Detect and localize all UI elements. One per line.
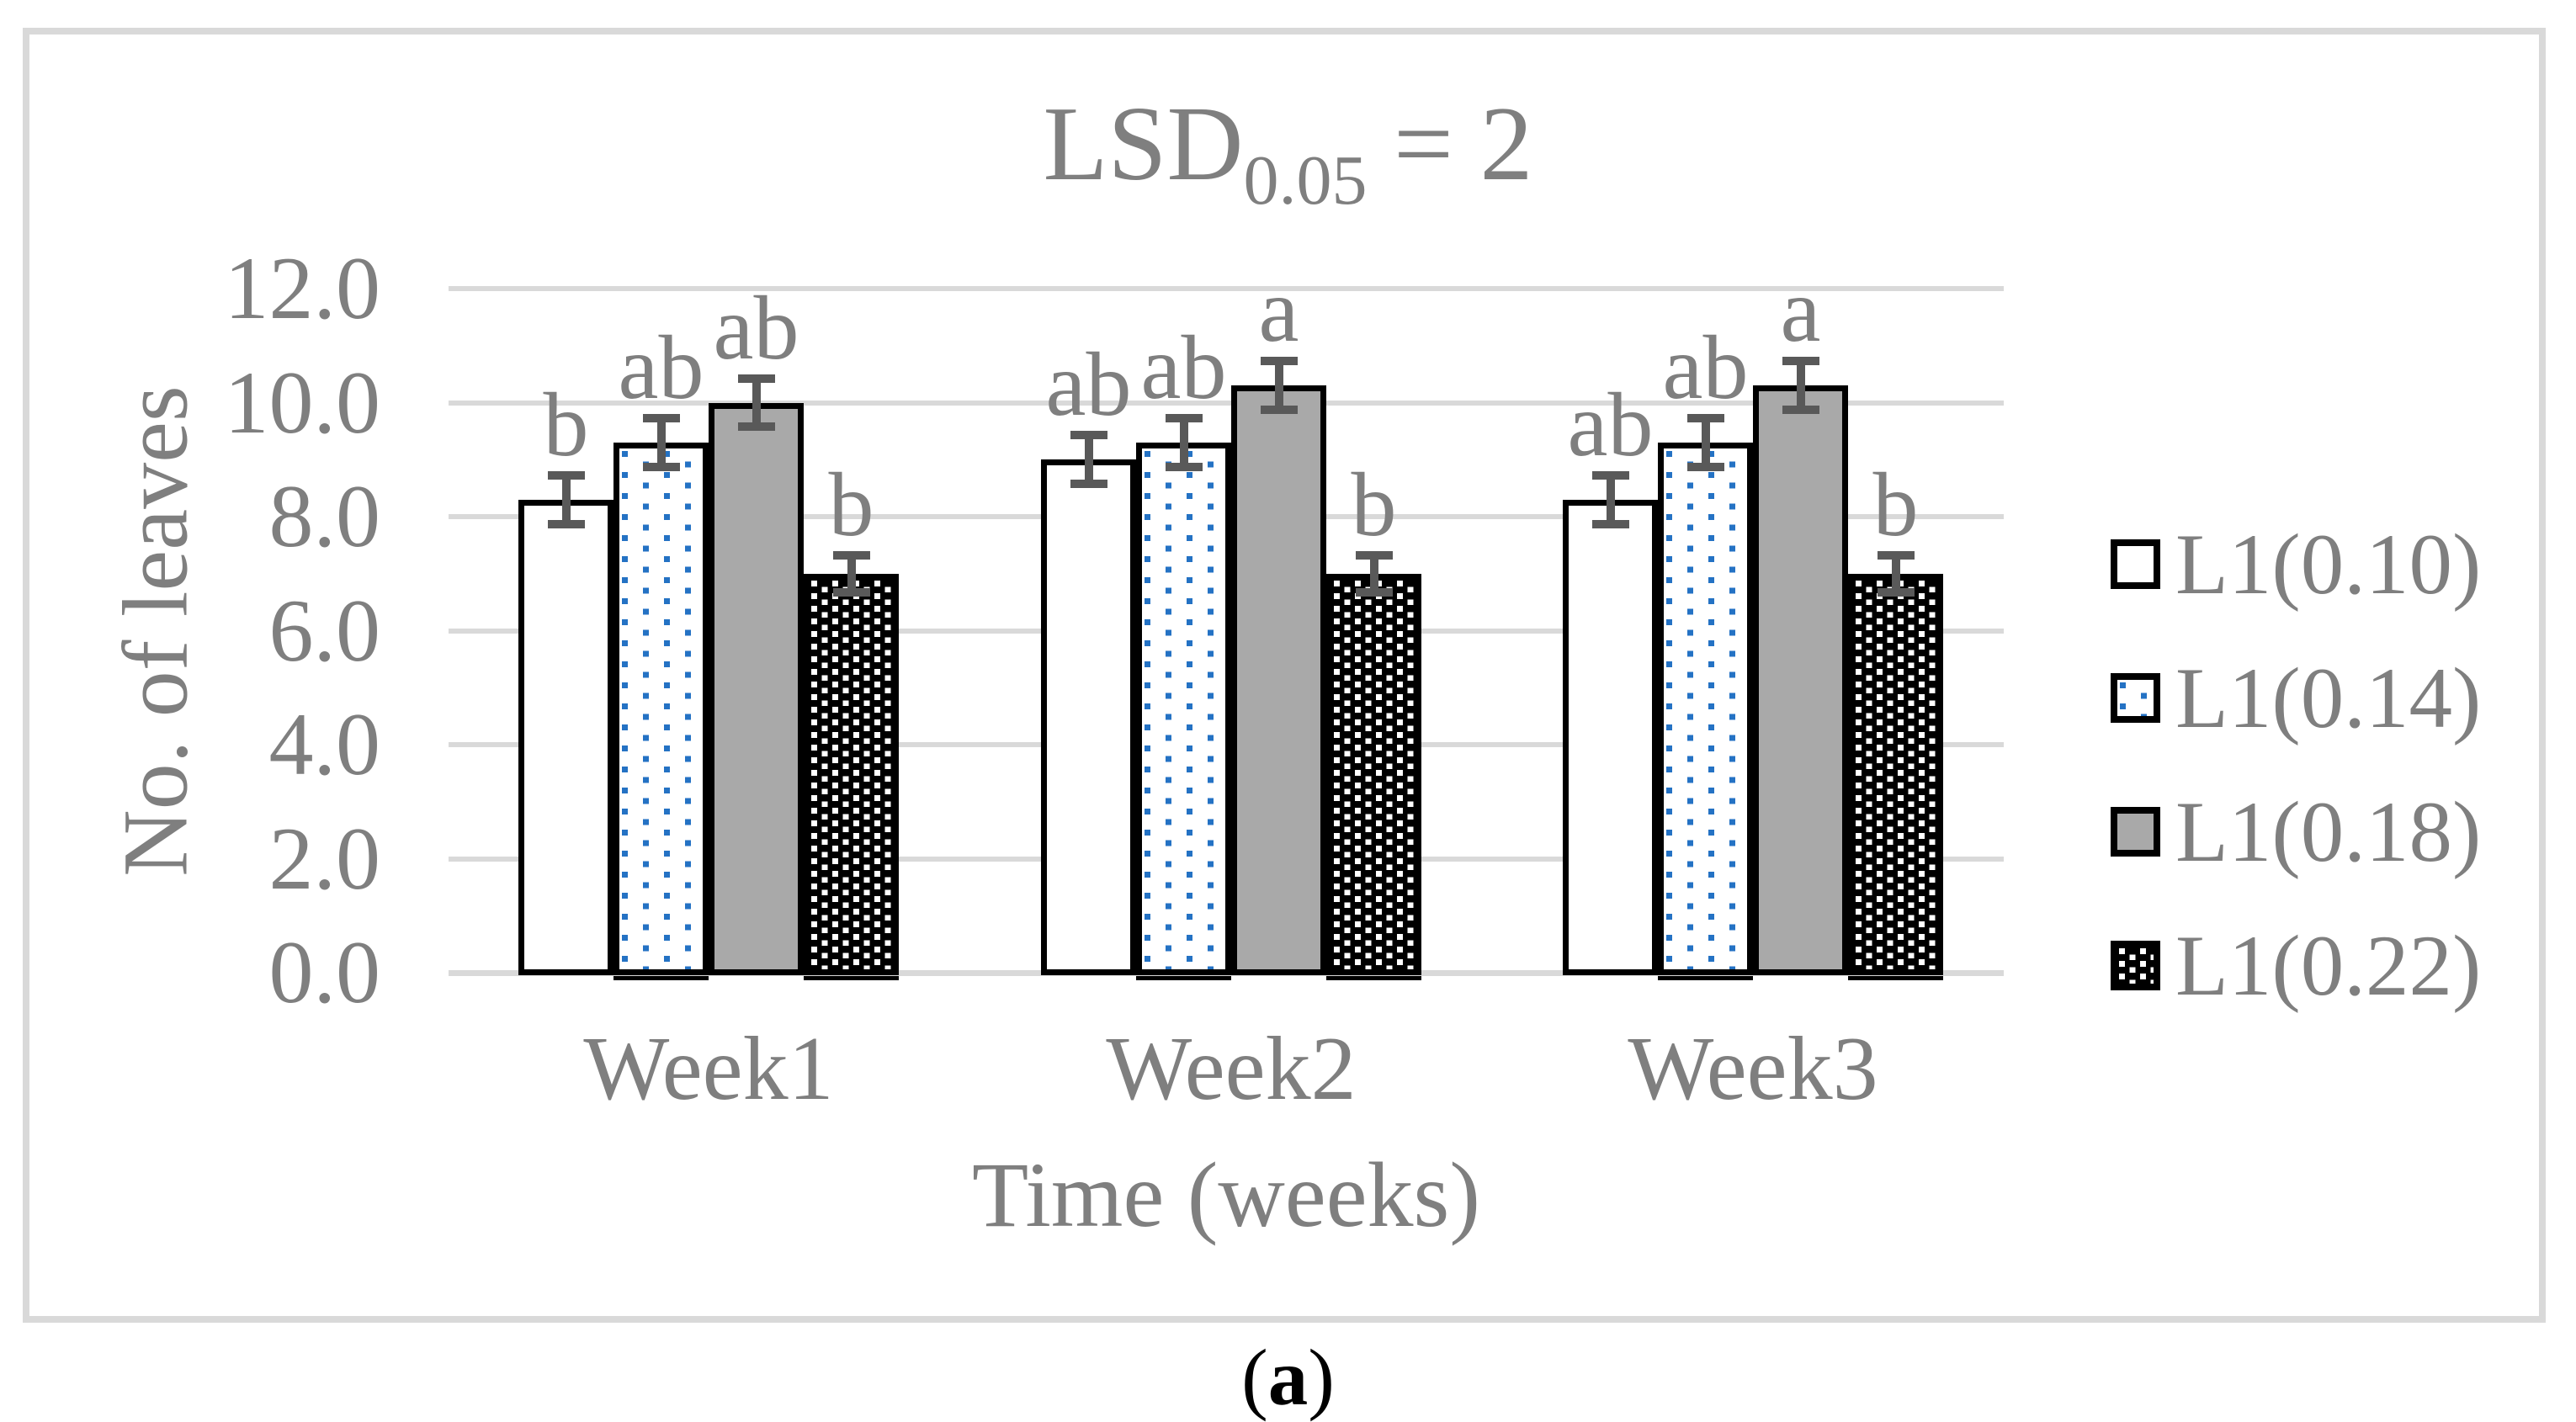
error-bar-bottom-cap bbox=[642, 463, 680, 471]
significance-letter: a bbox=[1258, 261, 1299, 361]
significance-letter: ab bbox=[1140, 318, 1227, 418]
error-bar-line bbox=[1179, 414, 1188, 471]
error-bar-line bbox=[1084, 431, 1093, 488]
error-bar-bottom-cap bbox=[832, 588, 870, 597]
y-tick-label: 10.0 bbox=[224, 353, 381, 452]
significance-letter: b bbox=[543, 375, 589, 475]
significance-letter: a bbox=[1780, 261, 1821, 361]
caption-letter: a bbox=[1267, 1333, 1309, 1422]
error-bar-line bbox=[752, 374, 761, 431]
blue-dot-pattern bbox=[2117, 680, 2154, 716]
legend: L1(0.10) L1(0.14) L1(0.18) L1(0.22) bbox=[2111, 497, 2481, 1032]
bar-bottom-outline bbox=[1136, 976, 1231, 980]
bar-l1-0-22-week3 bbox=[1848, 574, 1943, 975]
black-dot-pattern bbox=[1854, 580, 1937, 969]
blue-dot-pattern bbox=[1664, 448, 1747, 969]
legend-swatch-blue-dots-icon bbox=[2111, 673, 2160, 723]
x-axis-title: Time (weeks) bbox=[972, 1143, 1480, 1246]
error-bar-bottom-cap bbox=[1355, 588, 1393, 597]
bar-l1-0-18-week1 bbox=[709, 403, 804, 975]
black-dot-pattern bbox=[810, 580, 893, 969]
gridline bbox=[449, 401, 2004, 406]
y-tick-label: 12.0 bbox=[224, 239, 381, 337]
bar-bottom-outline bbox=[1658, 976, 1753, 980]
significance-letter: b bbox=[1872, 455, 1919, 555]
black-dot-pattern bbox=[1332, 580, 1415, 969]
error-bar-line bbox=[1274, 357, 1283, 414]
bar-l1-0-18-week3 bbox=[1753, 385, 1848, 975]
bar-l1-0-10-week2 bbox=[1041, 459, 1136, 975]
error-bar-bottom-cap bbox=[1165, 463, 1203, 471]
chart-title-subscript: 0.05 bbox=[1243, 141, 1368, 220]
legend-item-l1-0-10: L1(0.10) bbox=[2111, 497, 2481, 631]
caption-close-paren: ) bbox=[1308, 1333, 1335, 1422]
error-bar-bottom-cap bbox=[1260, 406, 1298, 414]
chart-title-main: LSD bbox=[1043, 86, 1244, 203]
legend-item-l1-0-22: L1(0.22) bbox=[2111, 899, 2481, 1032]
chart-title: LSD0.05 = 2 bbox=[0, 81, 2576, 244]
error-bar-line bbox=[1891, 551, 1900, 597]
error-bar-bottom-cap bbox=[737, 422, 775, 431]
significance-letter: ab bbox=[618, 318, 704, 418]
legend-label: L1(0.18) bbox=[2175, 783, 2482, 880]
error-bar-line bbox=[656, 414, 666, 471]
y-tick-label: 0.0 bbox=[268, 923, 381, 1021]
legend-swatch-white-icon bbox=[2111, 539, 2160, 589]
error-bar-line bbox=[1369, 551, 1378, 597]
x-category-label: Week1 bbox=[583, 1019, 834, 1119]
error-bar-line bbox=[561, 471, 571, 528]
legend-label: L1(0.14) bbox=[2175, 650, 2482, 746]
significance-letter: b bbox=[828, 455, 874, 555]
bar-bottom-outline bbox=[1848, 976, 1943, 980]
bar-bottom-outline bbox=[1326, 976, 1421, 980]
bar-l1-0-22-week2 bbox=[1326, 574, 1421, 975]
y-tick-label: 4.0 bbox=[268, 695, 381, 793]
bar-bottom-outline bbox=[613, 976, 709, 980]
error-bar-bottom-cap bbox=[1877, 588, 1915, 597]
legend-item-l1-0-18: L1(0.18) bbox=[2111, 765, 2481, 899]
x-category-label: Week2 bbox=[1106, 1019, 1357, 1119]
legend-swatch-gray-icon bbox=[2111, 807, 2160, 857]
error-bar-bottom-cap bbox=[547, 520, 585, 528]
significance-letter: b bbox=[1351, 455, 1397, 555]
error-bar-line bbox=[1701, 414, 1710, 471]
y-axis-title: No. of leaves bbox=[104, 385, 207, 877]
black-dot-pattern bbox=[2117, 947, 2154, 984]
error-bar-bottom-cap bbox=[1782, 406, 1819, 414]
significance-letter: ab bbox=[1662, 318, 1749, 418]
y-tick-label: 2.0 bbox=[268, 809, 381, 908]
y-tick-label: 8.0 bbox=[268, 467, 381, 565]
error-bar-bottom-cap bbox=[1591, 520, 1629, 528]
error-bar-line bbox=[1796, 357, 1805, 414]
bar-bottom-outline bbox=[804, 976, 899, 980]
legend-label: L1(0.22) bbox=[2175, 917, 2482, 1014]
gridline bbox=[449, 286, 2004, 291]
error-bar-bottom-cap bbox=[1070, 480, 1107, 488]
legend-label: L1(0.10) bbox=[2175, 516, 2482, 613]
bar-l1-0-10-week1 bbox=[518, 500, 613, 975]
caption-open-paren: ( bbox=[1241, 1333, 1268, 1422]
significance-letter: ab bbox=[1045, 335, 1132, 435]
blue-dot-pattern bbox=[1142, 448, 1225, 969]
bar-l1-0-14-week2 bbox=[1136, 443, 1231, 975]
error-bar-bottom-cap bbox=[1686, 463, 1724, 471]
bar-l1-0-10-week3 bbox=[1563, 500, 1658, 975]
bar-l1-0-18-week2 bbox=[1231, 385, 1326, 975]
error-bar-line bbox=[847, 551, 856, 597]
error-bar-line bbox=[1606, 471, 1615, 528]
significance-letter: ab bbox=[713, 279, 799, 379]
legend-item-l1-0-14: L1(0.14) bbox=[2111, 631, 2481, 765]
significance-letter: ab bbox=[1567, 375, 1654, 475]
x-category-label: Week3 bbox=[1628, 1019, 1878, 1119]
bar-l1-0-14-week3 bbox=[1658, 443, 1753, 975]
bar-l1-0-14-week1 bbox=[613, 443, 709, 975]
y-tick-label: 6.0 bbox=[268, 581, 381, 680]
legend-swatch-black-dots-icon bbox=[2111, 941, 2160, 990]
blue-dot-pattern bbox=[619, 448, 703, 969]
figure-caption: (a) bbox=[0, 1338, 2576, 1418]
bar-l1-0-22-week1 bbox=[804, 574, 899, 975]
chart-title-rest: = 2 bbox=[1367, 86, 1533, 203]
